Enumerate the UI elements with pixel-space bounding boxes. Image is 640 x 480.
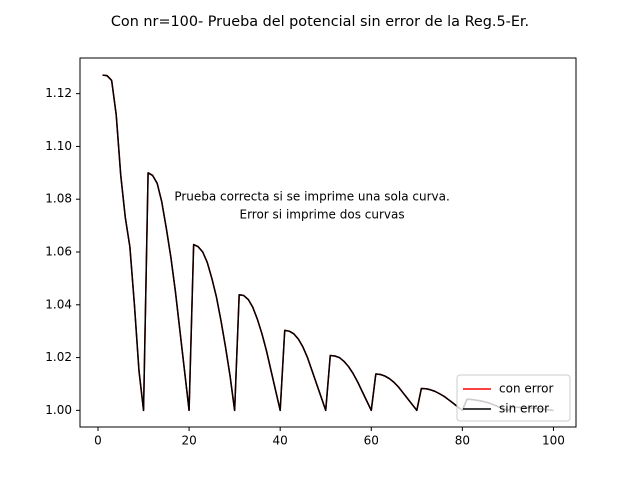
- y-tick-label: 1.10: [45, 139, 72, 153]
- y-tick-label: 1.04: [45, 297, 72, 311]
- y-tick-label: 1.02: [45, 350, 72, 364]
- plot-frame: [79, 57, 577, 428]
- y-axis: 1.00 1.02 1.04 1.06 1.08 1.10 1.12: [45, 86, 80, 417]
- y-tick-label: 1.12: [45, 86, 72, 100]
- x-tick-label: 100: [542, 434, 565, 448]
- legend: con error sin error: [456, 374, 571, 422]
- plot-background: [80, 58, 576, 427]
- x-tick-label: 40: [273, 434, 288, 448]
- y-tick-label: 1.06: [45, 245, 72, 259]
- x-tick-label: 0: [94, 434, 102, 448]
- plot-area: Prueba correcta si se imprime una sola c…: [79, 57, 577, 428]
- chart-title: Con nr=100- Prueba del potencial sin err…: [111, 14, 529, 30]
- x-tick-label: 60: [364, 434, 379, 448]
- x-tick-label: 20: [181, 434, 196, 448]
- x-axis: 0 20 40 60 80 100: [94, 427, 565, 448]
- y-tick-label: 1.00: [45, 403, 72, 417]
- legend-label-sin-error: sin error: [499, 402, 549, 416]
- annotation-line-2: Error si imprime dos curvas: [239, 207, 404, 221]
- annotation-layer: Prueba correcta si se imprime una sola c…: [174, 189, 449, 221]
- legend-label-con-error: con error: [499, 382, 553, 396]
- annotation-line-1: Prueba correcta si se imprime una sola c…: [174, 189, 449, 203]
- x-tick-label: 80: [455, 434, 470, 448]
- y-tick-label: 1.08: [45, 192, 72, 206]
